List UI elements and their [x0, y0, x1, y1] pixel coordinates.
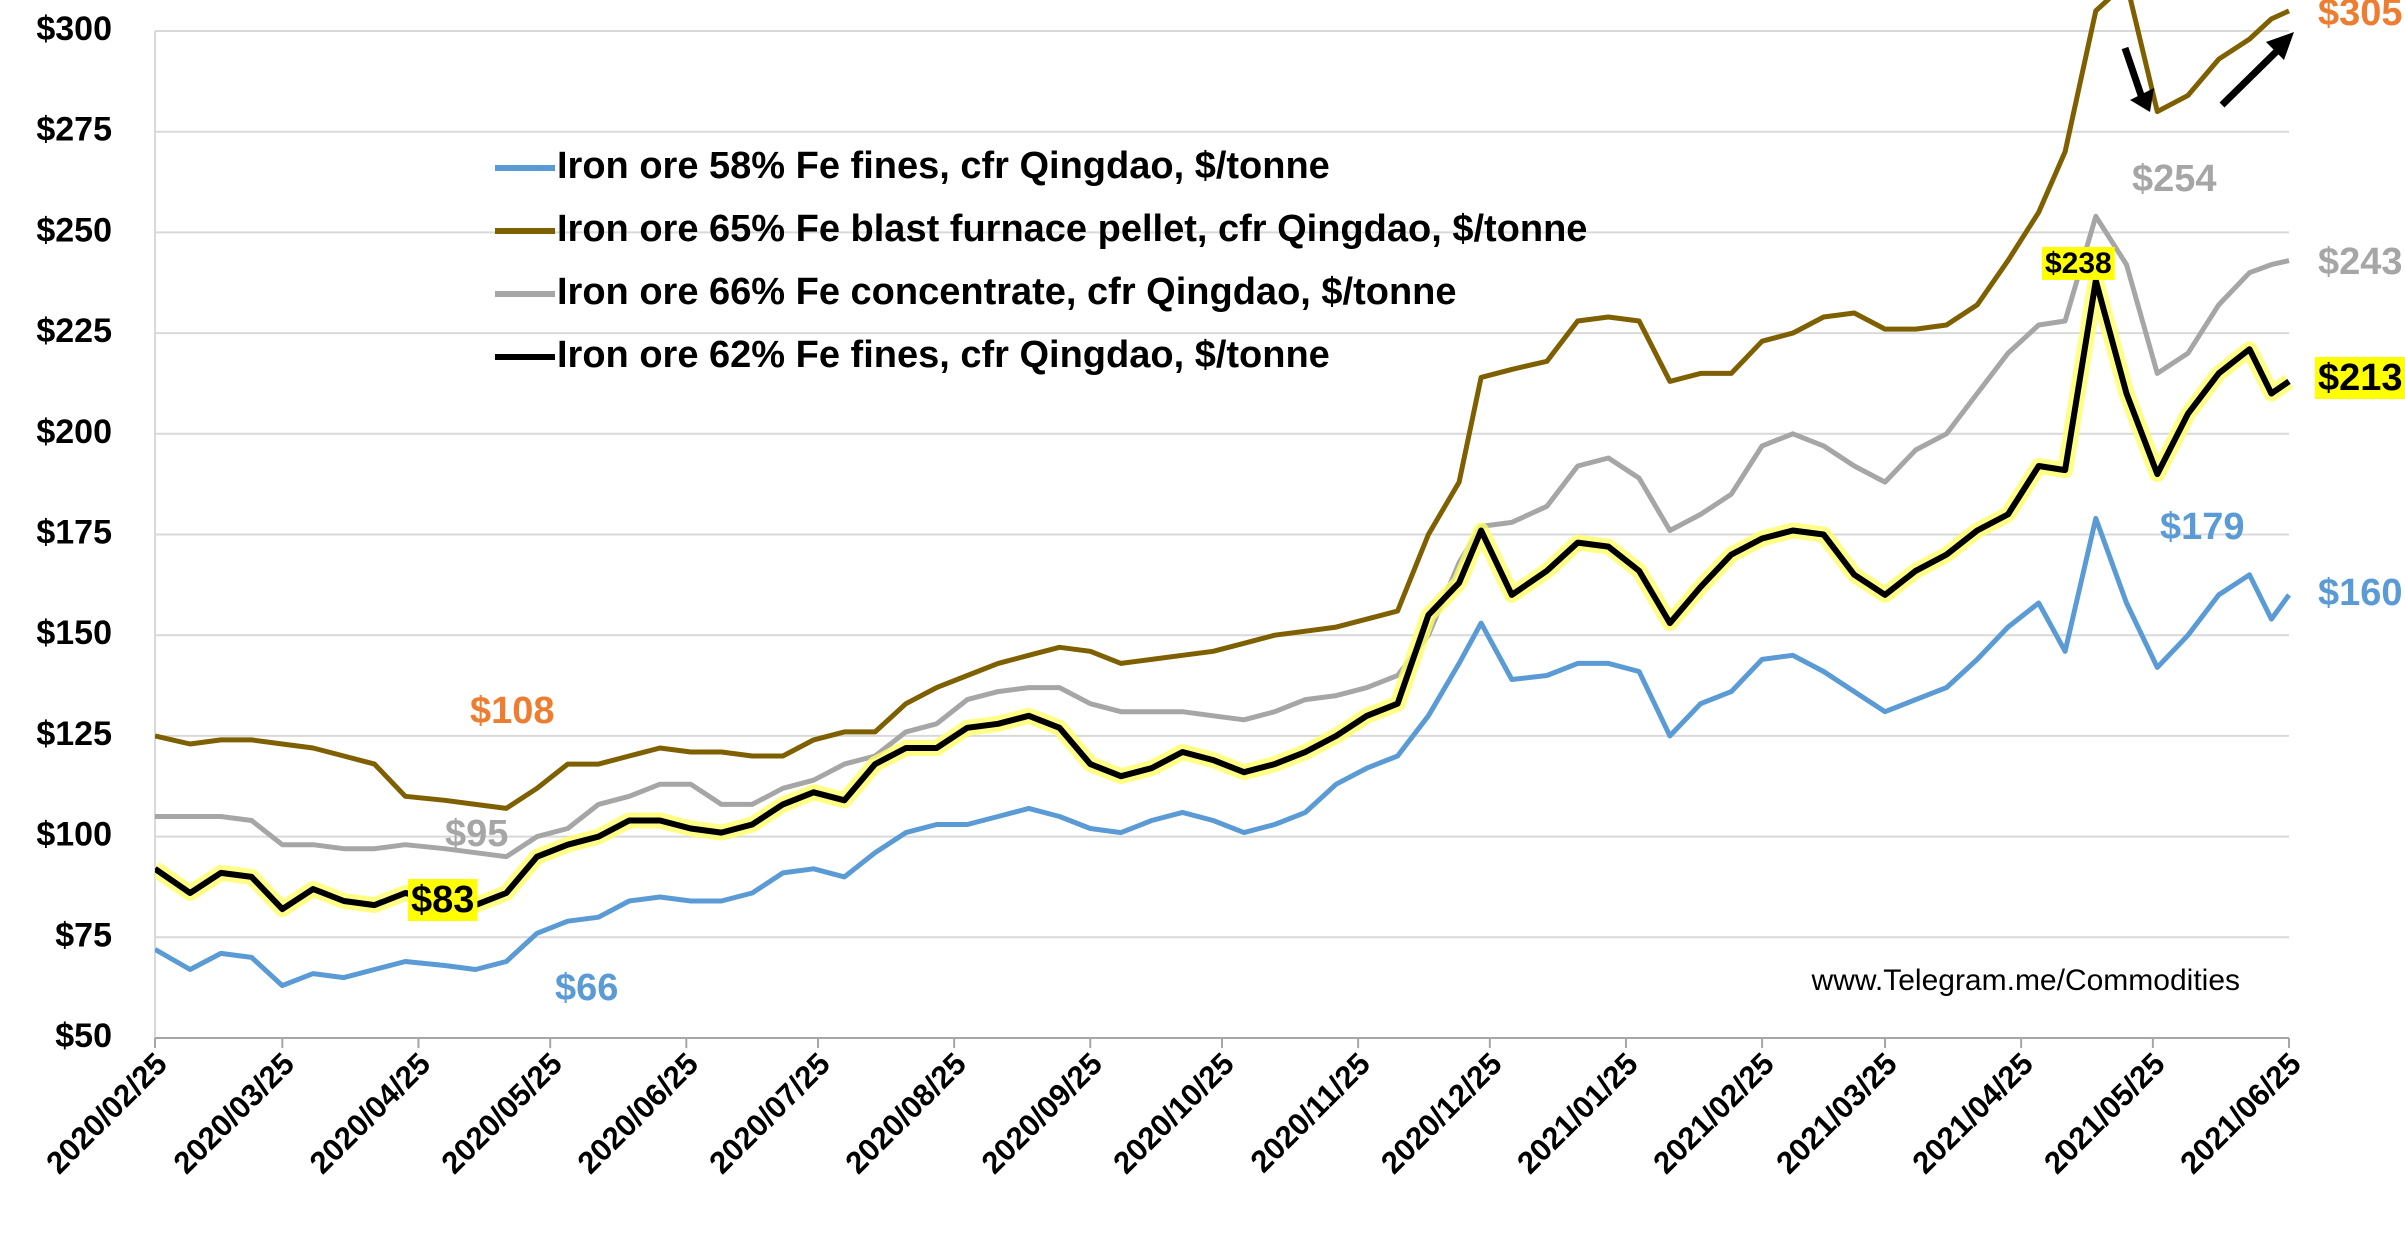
- annotation: $238: [2045, 247, 2112, 280]
- x-tick-label: 2021/01/25: [1510, 1046, 1644, 1180]
- x-tick-label: 2020/07/25: [702, 1046, 836, 1180]
- x-tick-label: 2020/08/25: [838, 1046, 972, 1180]
- annotation: $243: [2318, 241, 2403, 283]
- x-tick-label: 2020/10/25: [1106, 1046, 1240, 1180]
- x-tick-label: 2021/06/25: [2173, 1046, 2307, 1180]
- x-tick-label: 2020/06/25: [571, 1046, 705, 1180]
- annotation: $95: [445, 813, 508, 855]
- lines: [155, 0, 2294, 989]
- y-tick-label: $50: [55, 1017, 112, 1055]
- arrow-head: [2266, 32, 2294, 60]
- arrow-down: [2121, 46, 2146, 100]
- x-tick-label: 2021/04/25: [1905, 1046, 2039, 1180]
- annotation: $108: [470, 690, 555, 732]
- y-tick-label: $125: [36, 715, 112, 753]
- y-tick-label: $75: [55, 916, 112, 954]
- legend-label: Iron ore 62% Fe fines, cfr Qingdao, $/to…: [557, 334, 1330, 376]
- labels: Iron ore 58% Fe fines, cfr Qingdao, $/to…: [408, 0, 2405, 1009]
- series-line: [155, 213, 2290, 860]
- annotation: $160: [2318, 572, 2403, 614]
- annotation: $66: [555, 967, 618, 1009]
- y-tick-label: $200: [36, 413, 112, 451]
- y-tick-label: $275: [36, 111, 112, 149]
- annotation: $213: [2318, 357, 2403, 399]
- series-line: [155, 515, 2292, 989]
- x-tick-label: 2020/09/25: [975, 1046, 1109, 1180]
- y-tick-label: $100: [36, 816, 112, 854]
- series-line: [155, 277, 2291, 913]
- x-tick-label: 2020/02/25: [39, 1046, 173, 1180]
- y-tick-label: $175: [36, 513, 112, 551]
- annotation: $254: [2132, 158, 2217, 200]
- y-tick-label: $225: [36, 312, 112, 350]
- x-tick-label: 2021/02/25: [1646, 1046, 1780, 1180]
- y-tick-label: $300: [36, 10, 112, 48]
- x-tick-label: 2020/03/25: [167, 1046, 301, 1180]
- legend-label: Iron ore 58% Fe fines, cfr Qingdao, $/to…: [557, 145, 1330, 187]
- x-tick-label: 2021/05/25: [2037, 1046, 2171, 1180]
- x-tick-label: 2020/11/25: [1244, 1046, 1377, 1179]
- annotation-bg: [2315, 357, 2405, 400]
- series-line: [155, 0, 2291, 811]
- annotation: $83: [411, 879, 474, 921]
- arrow-up: [2219, 45, 2283, 108]
- legend-label: Iron ore 66% Fe concentrate, cfr Qingdao…: [557, 271, 1457, 313]
- y-tick-label: $250: [36, 211, 112, 249]
- annotation: $305: [2318, 0, 2403, 34]
- source-text: www.Telegram.me/Commodities: [1811, 964, 2240, 997]
- x-tick-label: 2021/03/25: [1769, 1046, 1903, 1180]
- arrows: [2121, 32, 2294, 112]
- x-tick-label: 2020/12/25: [1374, 1046, 1508, 1180]
- annotation: $179: [2160, 506, 2245, 548]
- annotation-bg: [408, 879, 478, 922]
- y-tick-label: $150: [36, 614, 112, 652]
- x-tick-label: 2020/04/25: [303, 1046, 437, 1180]
- arrow-head: [2130, 88, 2154, 112]
- annotation-bg: [2042, 246, 2115, 280]
- x-tick-label: 2020/05/25: [434, 1046, 568, 1180]
- legend-label: Iron ore 65% Fe blast furnace pellet, cf…: [557, 208, 1587, 250]
